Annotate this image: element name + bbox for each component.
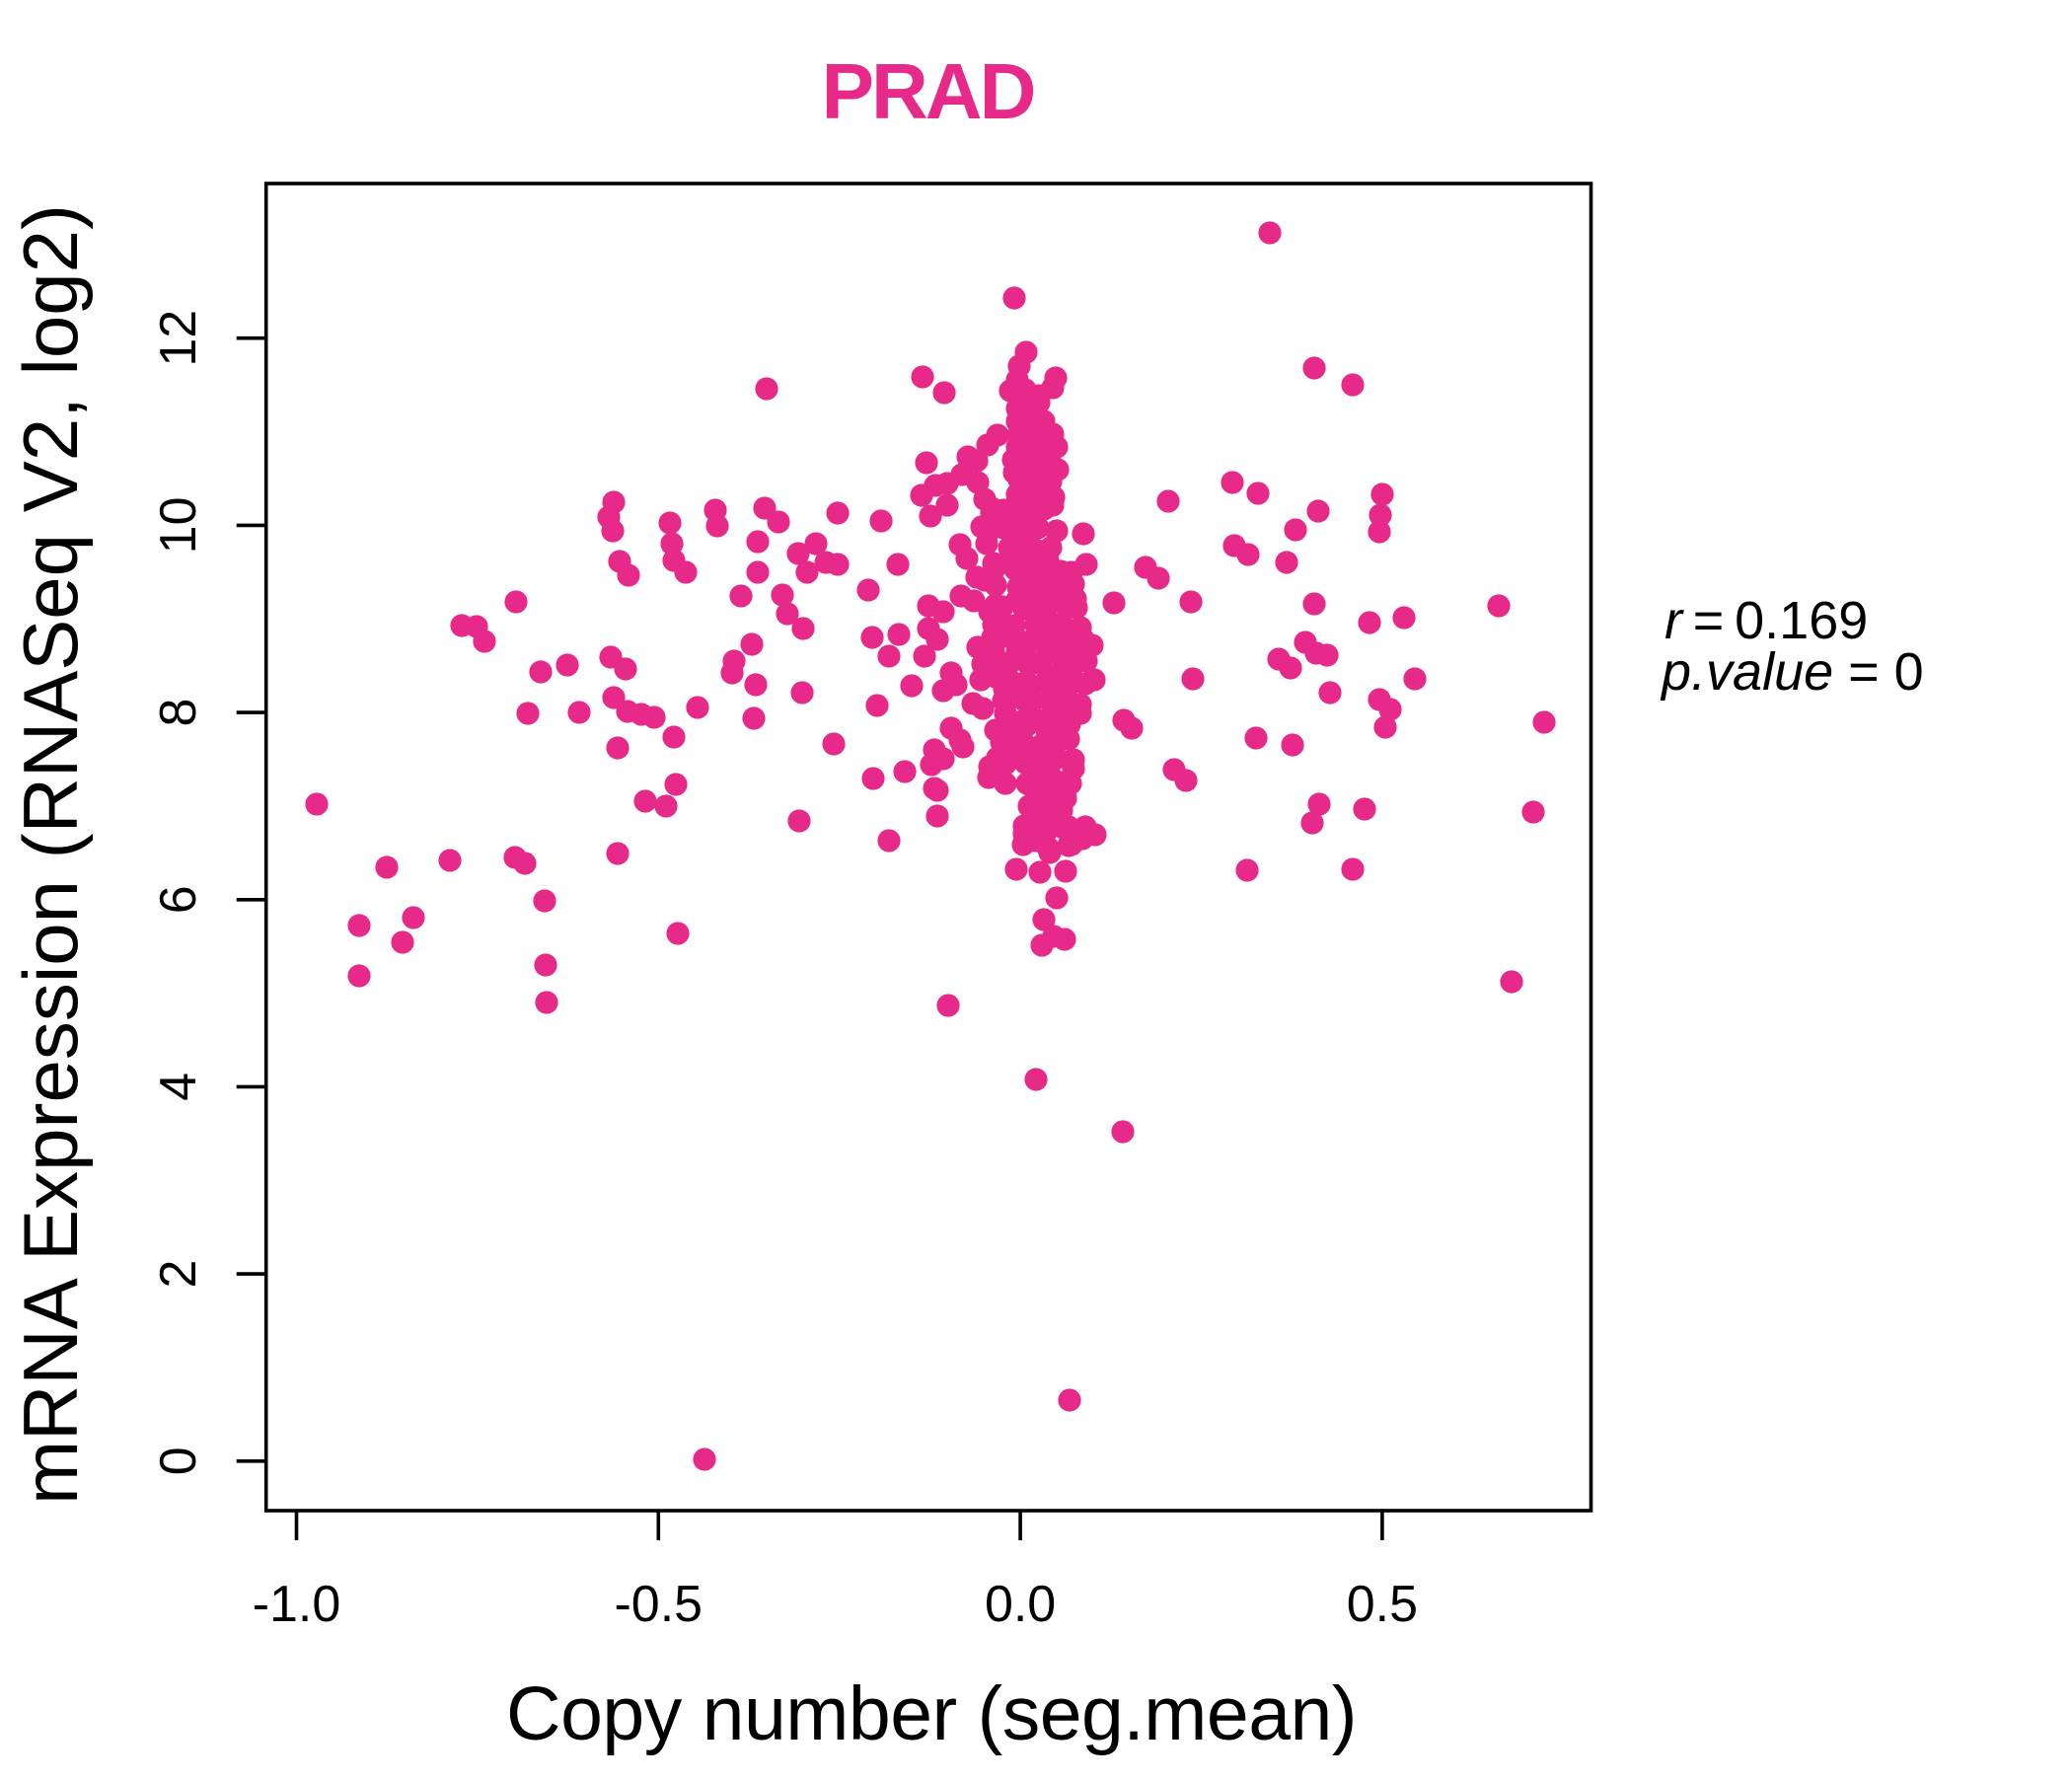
svg-text:12: 12 xyxy=(150,310,207,367)
svg-text:PRAD: PRAD xyxy=(822,47,1034,135)
svg-text:6: 6 xyxy=(150,885,207,914)
svg-text:10: 10 xyxy=(150,496,207,554)
svg-text:-0.5: -0.5 xyxy=(614,1576,703,1633)
svg-text:-1.0: -1.0 xyxy=(253,1576,341,1633)
svg-text:8: 8 xyxy=(150,699,207,727)
svg-text:p.value = 0: p.value = 0 xyxy=(1660,642,1924,702)
svg-text:r = 0.169: r = 0.169 xyxy=(1665,591,1868,650)
svg-text:Copy number (seg.mean): Copy number (seg.mean) xyxy=(506,1671,1357,1756)
svg-text:0: 0 xyxy=(150,1447,207,1475)
svg-text:mRNA Expression (RNASeq V2, lo: mRNA Expression (RNASeq V2, log2) xyxy=(7,204,94,1505)
svg-text:4: 4 xyxy=(150,1073,207,1101)
svg-text:0.5: 0.5 xyxy=(1347,1576,1418,1633)
svg-text:0.0: 0.0 xyxy=(985,1576,1056,1633)
svg-text:2: 2 xyxy=(150,1260,207,1289)
